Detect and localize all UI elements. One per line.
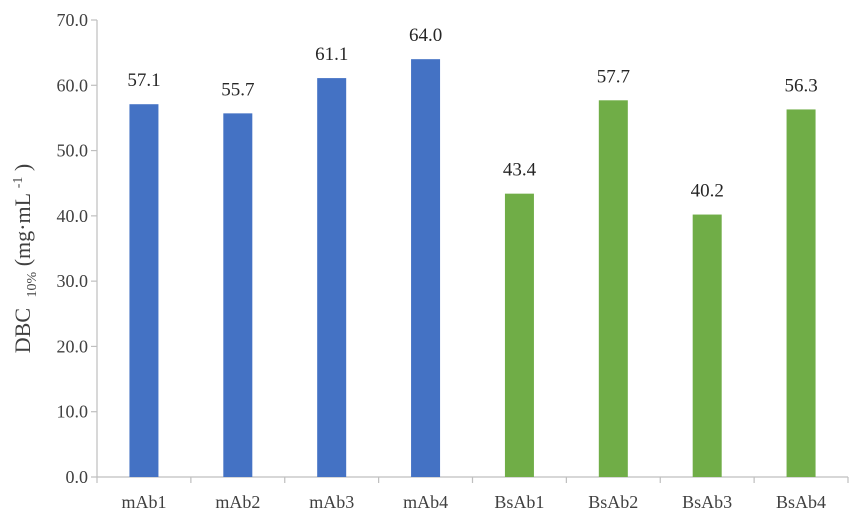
x-tick-label-mab3: mAb3 [309,492,354,512]
data-labels: 57.1 55.7 61.1 64.0 43.4 57.7 40.2 56.3 [127,25,817,201]
data-label-bsab4: 56.3 [784,75,817,96]
x-tick-labels: mAb1 mAb2 mAb3 mAb4 BsAb1 BsAb2 BsAb3 BsAb4 [96,477,849,512]
y-tick-labels: 0.0 10.0 20.0 30.0 40.0 50.0 60.0 70.0 [57,10,97,487]
y-axis-title-subscript: 10% [25,271,40,297]
bar-bsab3 [692,214,722,477]
x-tick-label-bsab3: BsAb3 [682,492,732,512]
bar-mab4 [411,59,441,478]
data-label-mab4: 64.0 [409,25,442,46]
data-label-bsab3: 40.2 [691,181,724,202]
y-tick-label: 20.0 [57,336,89,356]
data-label-mab1: 57.1 [127,70,160,91]
data-label-mab3: 61.1 [315,44,348,65]
y-tick-label: 0.0 [66,467,89,487]
y-tick-label: 30.0 [57,271,89,291]
y-tick-label: 40.0 [57,206,89,226]
data-label-bsab2: 57.7 [597,66,630,87]
bar-bsab1 [504,193,534,477]
y-axis-title-unit-close: ) [10,164,35,171]
x-tick-label-mab2: mAb2 [215,492,260,512]
y-axis-title-unit: (mg·mL [10,193,35,266]
bar-mab3 [317,78,347,478]
y-axis-title: DBC 10% (mg·mL -1 ) [2,164,41,353]
y-tick-label: 10.0 [57,402,89,422]
data-label-bsab1: 43.4 [503,160,537,181]
y-tick-label: 70.0 [57,10,89,30]
bar-mab1 [129,104,159,478]
x-tick-label-mab4: mAb4 [403,492,448,512]
x-axis: mAb1 mAb2 mAb3 mAb4 BsAb1 BsAb2 BsAb3 BsAb4 [96,476,849,512]
y-axis-title-main: DBC [10,308,35,353]
x-tick-label-bsab4: BsAb4 [776,492,826,512]
bars [129,59,816,478]
bar-bsab4 [786,109,816,477]
y-tick-label: 60.0 [57,75,89,95]
x-tick-label-mab1: mAb1 [121,492,166,512]
bar-bsab2 [598,100,628,478]
x-tick-label-bsab2: BsAb2 [588,492,638,512]
y-tick-label: 50.0 [57,141,89,161]
bar-mab2 [223,113,253,477]
x-tick-label-bsab1: BsAb1 [494,492,544,512]
y-axis: 0.0 10.0 20.0 30.0 40.0 50.0 60.0 70.0 [57,10,98,487]
data-label-mab2: 55.7 [221,79,254,100]
y-axis-title-unit-superscript: -1 [11,177,26,189]
